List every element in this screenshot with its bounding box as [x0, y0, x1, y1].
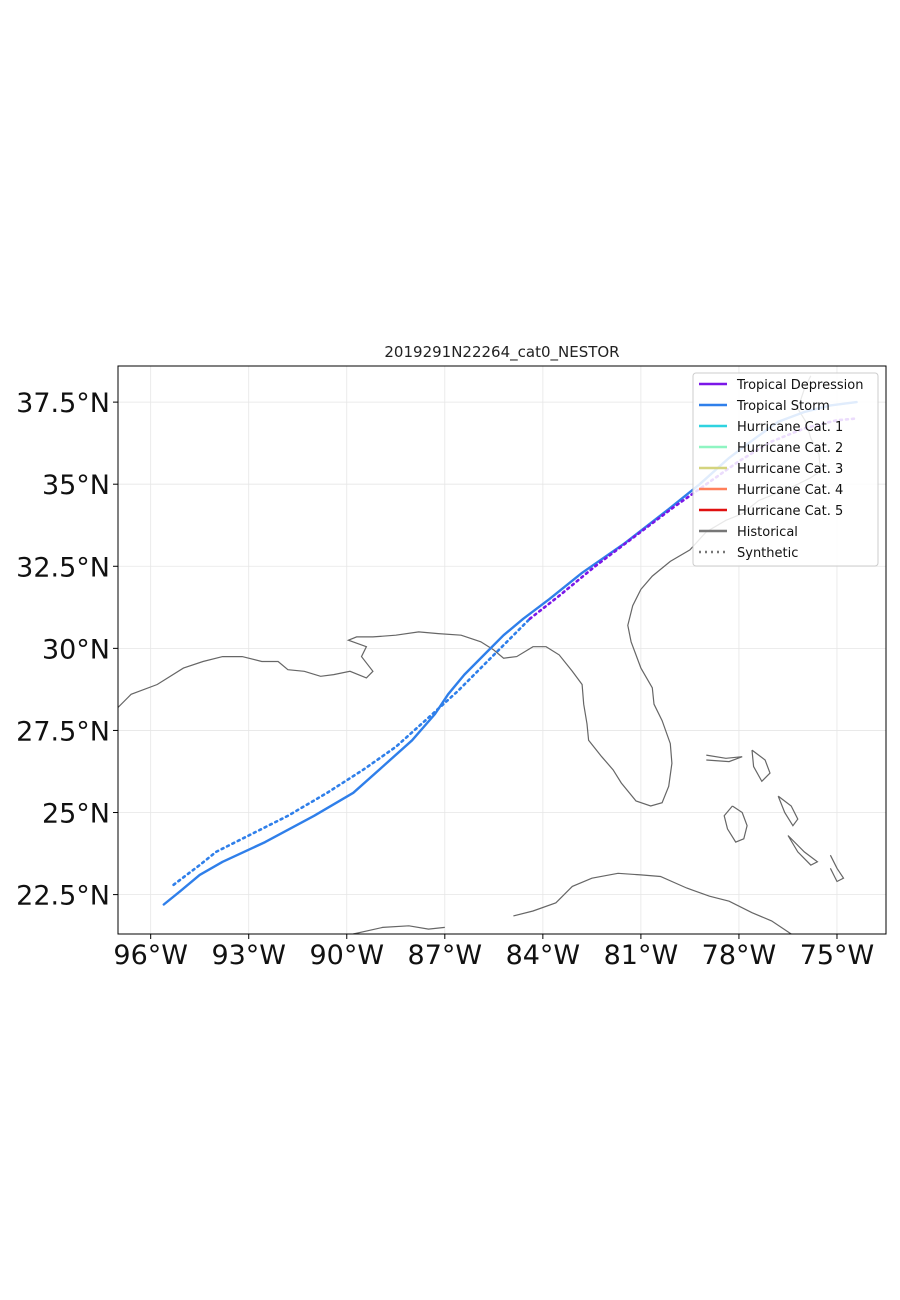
coastline-yucatan: [333, 925, 445, 934]
legend-label: Hurricane Cat. 3: [737, 462, 843, 477]
lon-tick-label: 87°W: [408, 940, 483, 971]
lon-tick-label: 93°W: [211, 940, 286, 971]
lon-tick-label: 84°W: [506, 940, 581, 971]
lat-tick-label: 37.5°N: [16, 388, 110, 419]
legend-label: Synthetic: [737, 546, 798, 561]
lon-tick-label: 78°W: [702, 940, 777, 971]
coastline-bahamas-long: [829, 854, 845, 883]
lat-tick-label: 30°N: [42, 634, 110, 665]
legend-box: [692, 372, 879, 567]
longitude-ticks: 96°W 93°W 90°W 87°W 84°W 81°W 78°W 75°W: [113, 934, 874, 971]
legend-label: Hurricane Cat. 2: [737, 441, 843, 456]
lon-tick-label: 75°W: [800, 940, 875, 971]
legend-label: Tropical Storm: [736, 399, 830, 414]
legend-label: Historical: [737, 525, 798, 540]
plot-frame: [117, 365, 887, 935]
coastline-bahamas-exuma: [787, 835, 819, 866]
legend-label: Hurricane Cat. 1: [737, 420, 843, 435]
latitude-ticks: 37.5°N 35°N 32.5°N 30°N 27.5°N 25°N 22.5°N: [16, 388, 118, 912]
coastline-bahamas-eleuthera: [777, 795, 799, 827]
legend-label: Tropical Depression: [736, 378, 863, 393]
coastline-cuba: [513, 872, 794, 934]
track-synthetic-1: [172, 617, 532, 887]
lon-tick-label: 90°W: [309, 940, 384, 971]
legend: Tropical Depression Tropical Storm Hurrica…: [692, 372, 879, 567]
map-title: 2019291N22264_cat0_NESTOR: [384, 343, 620, 361]
legend-label: Hurricane Cat. 5: [737, 504, 843, 519]
lon-tick-label: 81°W: [604, 940, 679, 971]
lat-tick-label: 32.5°N: [16, 552, 110, 583]
lat-tick-label: 25°N: [42, 799, 110, 830]
track-synthetic-2: [528, 482, 708, 621]
lat-tick-label: 27.5°N: [16, 716, 110, 747]
lat-tick-label: 22.5°N: [16, 881, 110, 912]
legend-label: Hurricane Cat. 4: [737, 483, 843, 498]
coastline-bahamas-andros: [723, 805, 748, 843]
lon-tick-label: 96°W: [113, 940, 188, 971]
coastline-bahamas-abaco: [751, 749, 771, 783]
coastline-bahamas-gbi: [706, 754, 743, 763]
lat-tick-label: 35°N: [42, 470, 110, 501]
